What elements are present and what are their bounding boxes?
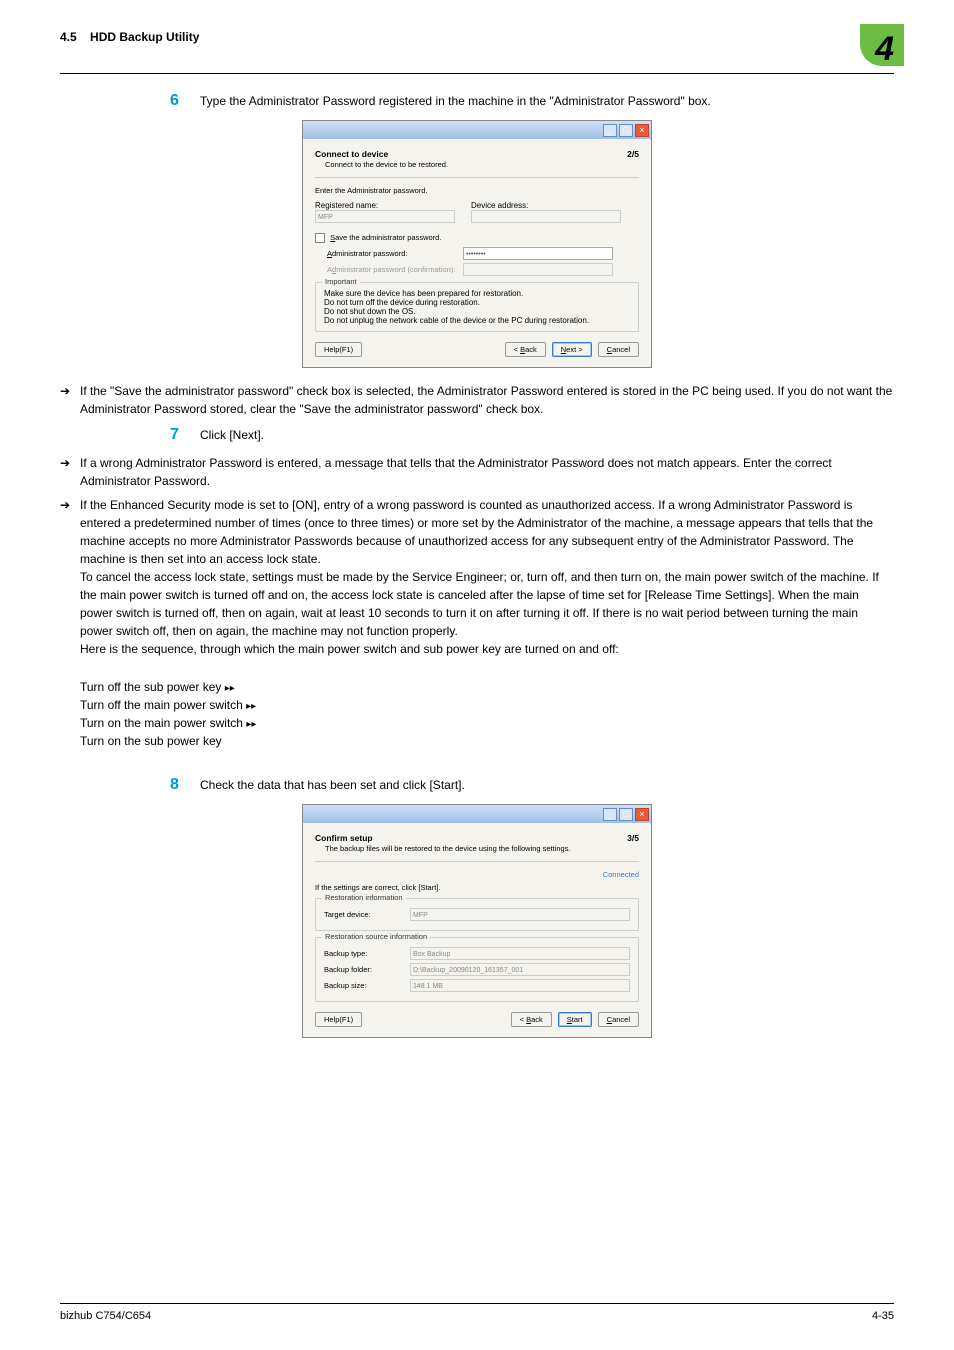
- close-icon[interactable]: ×: [635, 808, 649, 821]
- minimize-icon[interactable]: _: [603, 808, 617, 821]
- arrow-icon: ▸▸: [225, 683, 235, 694]
- backup-size-value: 148.1 MB: [410, 979, 630, 992]
- important-line: Do not shut down the OS.: [324, 307, 630, 316]
- next-button[interactable]: Next >: [552, 342, 592, 357]
- maximize-icon[interactable]: □: [619, 808, 633, 821]
- admin-password-input[interactable]: ••••••••: [463, 247, 613, 260]
- step-number: 8: [170, 776, 200, 794]
- important-line: Make sure the device has been prepared f…: [324, 289, 630, 298]
- admin-password-confirm-input: [463, 263, 613, 276]
- dialog-title: Confirm setup: [315, 833, 571, 843]
- bullet-item: If the "Save the administrator password"…: [60, 382, 894, 418]
- footer-page: 4-35: [872, 1310, 894, 1322]
- save-password-label: Save the administrator password.: [330, 233, 441, 242]
- admin-password-confirm-label: Administrator password (confirmation):: [327, 265, 457, 274]
- minimize-icon[interactable]: _: [603, 124, 617, 137]
- target-device-label: Target device:: [324, 910, 404, 919]
- help-button[interactable]: Help(F1): [315, 1012, 362, 1027]
- close-icon[interactable]: ×: [635, 124, 649, 137]
- important-line: Do not unplug the network cable of the d…: [324, 316, 630, 325]
- back-button[interactable]: < Back: [505, 342, 546, 357]
- start-button[interactable]: Start: [558, 1012, 592, 1027]
- arrow-icon: ▸▸: [246, 719, 256, 730]
- connect-device-dialog: _ □ × Connect to device Connect to the d…: [302, 120, 652, 368]
- arrow-icon: ▸▸: [246, 701, 256, 712]
- admin-password-label: Administrator password:: [327, 249, 457, 258]
- chapter-badge: 4: [875, 30, 894, 69]
- step-text: Click [Next].: [200, 426, 894, 444]
- backup-size-label: Backup size:: [324, 981, 404, 990]
- dialog-instruction: If the settings are correct, click [Star…: [315, 883, 639, 892]
- step-number: 7: [170, 426, 200, 444]
- backup-type-value: Box Backup: [410, 947, 630, 960]
- backup-type-label: Backup type:: [324, 949, 404, 958]
- backup-folder-label: Backup folder:: [324, 965, 404, 974]
- save-password-checkbox[interactable]: [315, 233, 325, 243]
- dialog-title: Connect to device: [315, 149, 448, 159]
- dialog-step: 3/5: [627, 833, 639, 853]
- bullet-item: If a wrong Administrator Password is ent…: [60, 454, 894, 490]
- dialog-subtitle: Connect to the device to be restored.: [325, 160, 448, 169]
- step-text: Type the Administrator Password register…: [200, 92, 894, 110]
- backup-folder-value: D:\Backup_20090120_161357_001: [410, 963, 630, 976]
- cancel-button[interactable]: Cancel: [598, 342, 639, 357]
- bullet-item: If the Enhanced Security mode is set to …: [60, 496, 894, 768]
- device-address-label: Device address:: [471, 201, 639, 210]
- important-legend: Important: [322, 277, 360, 286]
- registered-name-label: Registered name:: [315, 201, 465, 210]
- confirm-setup-dialog: _ □ × Confirm setup The backup files wil…: [302, 804, 652, 1038]
- dialog-instruction: Enter the Administrator password.: [315, 186, 639, 195]
- dialog-subtitle: The backup files will be restored to the…: [325, 844, 571, 853]
- step-number: 6: [170, 92, 200, 110]
- target-device-value: MFP: [410, 908, 630, 921]
- dialog-step: 2/5: [627, 149, 639, 169]
- registered-name-value: MFP: [315, 210, 455, 223]
- important-line: Do not turn off the device during restor…: [324, 298, 630, 307]
- footer-product: bizhub C754/C654: [60, 1310, 151, 1322]
- back-button[interactable]: < Back: [511, 1012, 552, 1027]
- device-address-value: [471, 210, 621, 223]
- cancel-button[interactable]: Cancel: [598, 1012, 639, 1027]
- restoration-info-legend: Restoration information: [322, 893, 406, 902]
- restoration-source-legend: Restoration source information: [322, 932, 430, 941]
- maximize-icon[interactable]: □: [619, 124, 633, 137]
- step-text: Check the data that has been set and cli…: [200, 776, 894, 794]
- help-button[interactable]: Help(F1): [315, 342, 362, 357]
- section-heading: 4.5 HDD Backup Utility: [60, 30, 199, 44]
- connected-status: Connected: [315, 870, 639, 879]
